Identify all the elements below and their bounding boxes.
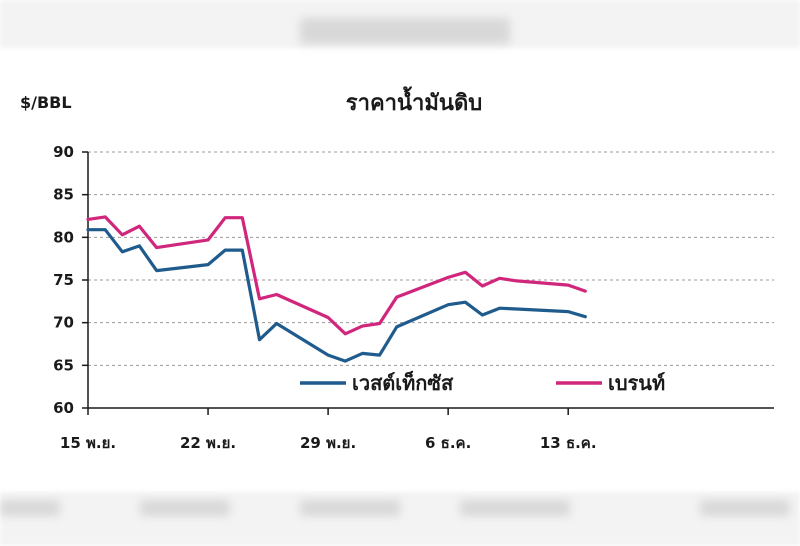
y-tick-label: 70 bbox=[53, 314, 74, 332]
y-tick-label: 90 bbox=[53, 143, 74, 161]
y-tick-label: 60 bbox=[53, 399, 74, 417]
blurred-heading-ghost bbox=[300, 18, 510, 44]
x-tick-label: 6 ธ.ค. bbox=[425, 434, 471, 452]
blurred-text-ghost bbox=[140, 500, 230, 516]
chart-title: ราคาน้ำมันดิบ bbox=[346, 86, 482, 116]
y-tick-label: 80 bbox=[53, 228, 74, 246]
x-tick-label: 15 พ.ย. bbox=[60, 434, 116, 452]
legend: เวสต์เท็กซัส เบรนท์ bbox=[300, 370, 665, 395]
blurred-text-ghost bbox=[300, 500, 400, 516]
x-tick-label: 13 ธ.ค. bbox=[540, 434, 597, 452]
y-axis-unit-label: $/BBL bbox=[20, 93, 72, 112]
x-tick-label: 22 พ.ย. bbox=[180, 434, 236, 452]
blurred-text-ghost bbox=[0, 500, 60, 516]
blurred-text-ghost bbox=[700, 500, 790, 516]
series-line-wti bbox=[86, 228, 587, 363]
gridlines bbox=[82, 151, 774, 409]
y-tick-label: 65 bbox=[53, 356, 74, 374]
series-lines bbox=[86, 215, 587, 363]
blurred-bottom-band bbox=[0, 492, 800, 546]
legend-label: เวสต์เท็กซัส bbox=[352, 370, 454, 395]
x-tick-labels: 15 พ.ย. 22 พ.ย. 29 พ.ย. 6 ธ.ค. 13 ธ.ค. bbox=[60, 434, 597, 452]
axes bbox=[87, 152, 774, 415]
y-tick-label: 75 bbox=[53, 271, 74, 289]
blurred-top-band bbox=[0, 0, 800, 48]
y-tick-labels: 90 85 80 75 70 65 60 bbox=[53, 143, 74, 417]
y-tick-label: 85 bbox=[53, 186, 74, 204]
blurred-text-ghost bbox=[460, 500, 570, 516]
series-line-brent bbox=[86, 215, 587, 336]
x-tick-label: 29 พ.ย. bbox=[300, 434, 356, 452]
legend-label: เบรนท์ bbox=[608, 371, 665, 395]
